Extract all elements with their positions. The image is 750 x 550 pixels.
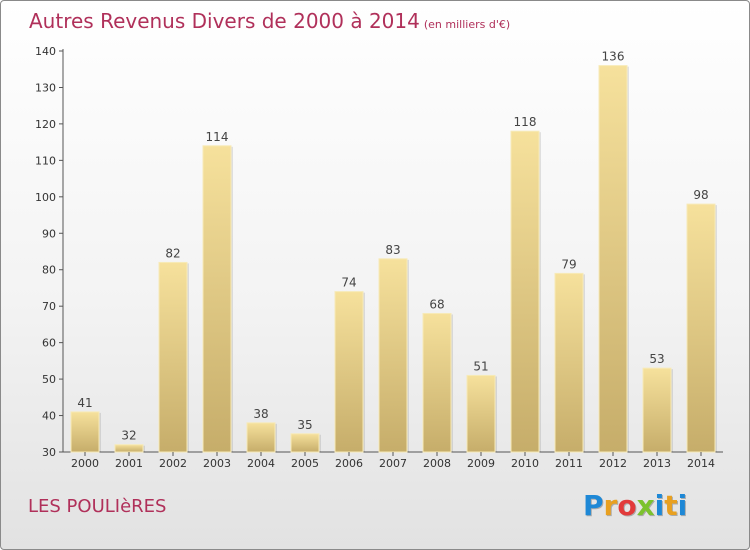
bar-value-label: 79: [561, 257, 576, 271]
bar-value-label: 41: [77, 396, 92, 410]
bar-value-label: 114: [206, 130, 229, 144]
logo-letter: r: [603, 489, 618, 522]
x-tick-label: 2005: [291, 457, 319, 470]
x-tick-label: 2003: [203, 457, 231, 470]
x-tick-label: 2004: [247, 457, 275, 470]
x-tick-label: 2010: [511, 457, 539, 470]
x-tick-label: 2013: [643, 457, 671, 470]
bar-value-label: 68: [429, 297, 444, 311]
proxiti-logo: Proxiti: [583, 489, 687, 522]
y-tick-label: 130: [35, 81, 56, 94]
x-tick-label: 2012: [599, 457, 627, 470]
y-tick-label: 100: [35, 191, 56, 204]
x-tick-label: 2011: [555, 457, 583, 470]
bar-value-label: 74: [341, 276, 356, 290]
x-tick-label: 2007: [379, 457, 407, 470]
x-tick-label: 2000: [71, 457, 99, 470]
bar-value-label: 118: [514, 115, 537, 129]
y-tick-label: 90: [42, 227, 56, 240]
bar-value-label: 83: [385, 243, 400, 257]
chart-subtitle: (en milliers d'€): [423, 18, 511, 31]
logo-letter: i: [654, 489, 665, 522]
bar: [114, 444, 144, 453]
bar: [642, 367, 672, 453]
y-tick-label: 40: [42, 410, 56, 423]
x-tick-label: 2002: [159, 457, 187, 470]
bar-value-label: 82: [165, 246, 180, 260]
bar: [334, 291, 364, 453]
y-tick-label: 80: [42, 264, 56, 277]
y-tick-label: 140: [35, 45, 56, 58]
y-tick-label: 120: [35, 118, 56, 131]
y-tick-label: 60: [42, 337, 56, 350]
logo-letter: o: [617, 489, 637, 522]
bar-value-label: 32: [121, 429, 136, 443]
x-tick-label: 2001: [115, 457, 143, 470]
y-tick-label: 50: [42, 373, 56, 386]
bar: [70, 411, 100, 453]
bar-value-label: 98: [693, 188, 708, 202]
x-tick-label: 2008: [423, 457, 451, 470]
y-tick-label: 70: [42, 300, 56, 313]
bar-value-label: 51: [473, 359, 488, 373]
chart-title: Autres Revenus Divers de 2000 à 2014 (en …: [29, 9, 510, 33]
bar: [510, 130, 540, 453]
bar: [686, 203, 716, 453]
bar: [554, 272, 584, 453]
logo-letter: x: [636, 489, 655, 522]
commune-name: LES POULIèRES: [28, 496, 167, 517]
x-tick-label: 2009: [467, 457, 495, 470]
bar: [598, 65, 628, 453]
bar-value-label: 38: [253, 407, 268, 421]
bar: [158, 261, 188, 453]
bar: [466, 374, 496, 453]
bar-value-label: 35: [297, 418, 312, 432]
bar: [290, 433, 320, 453]
x-tick-label: 2014: [687, 457, 715, 470]
y-tick-label: 110: [35, 154, 56, 167]
chart-title-text: Autres Revenus Divers de 2000 à 2014: [29, 9, 420, 33]
y-tick-label: 30: [42, 446, 56, 459]
bar-value-label: 136: [602, 50, 625, 64]
bar: [378, 258, 408, 453]
logo-letter: P: [583, 489, 604, 522]
bar: [246, 422, 276, 453]
bar: [202, 145, 232, 453]
bar-value-label: 53: [649, 352, 664, 366]
bar: [422, 312, 452, 453]
x-tick-label: 2006: [335, 457, 363, 470]
logo-letter: t: [664, 489, 678, 522]
logo-letter: i: [677, 489, 688, 522]
